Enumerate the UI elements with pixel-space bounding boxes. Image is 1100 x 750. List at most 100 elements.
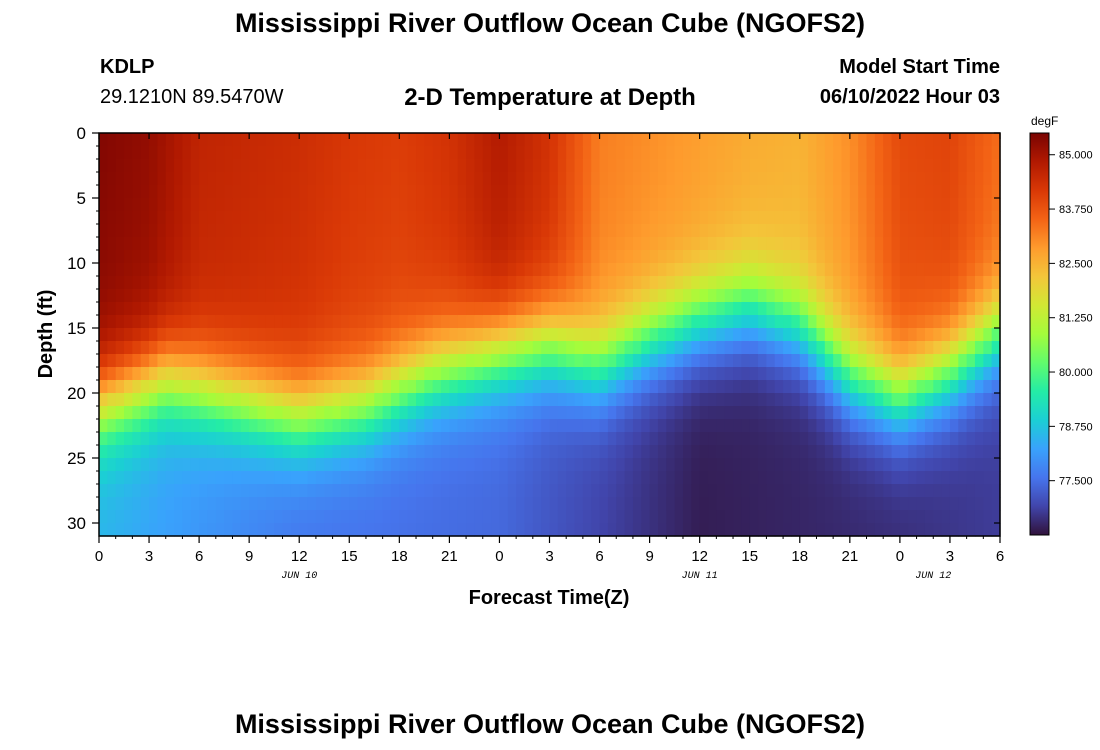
heatmap-cell <box>382 224 392 238</box>
heatmap-cell <box>699 198 709 212</box>
heatmap-cell <box>791 445 801 459</box>
x-tick-label: 0 <box>495 548 503 565</box>
heatmap-cell <box>332 341 342 355</box>
heatmap-cell <box>140 432 150 446</box>
heatmap-cell <box>99 289 108 303</box>
heatmap-cell <box>457 328 467 342</box>
heatmap-cell <box>457 471 467 485</box>
heatmap-cell <box>265 315 275 329</box>
heatmap-cell <box>858 406 868 420</box>
heatmap-cell <box>582 302 592 316</box>
heatmap-cell <box>808 172 818 186</box>
heatmap-cell <box>357 510 367 524</box>
heatmap-cell <box>774 471 784 485</box>
heatmap-cell <box>349 497 359 511</box>
heatmap-cell <box>324 315 334 329</box>
heatmap-cell <box>524 198 534 212</box>
heatmap-cell <box>691 289 701 303</box>
heatmap-cell <box>107 380 117 394</box>
heatmap-cell <box>299 263 309 277</box>
heatmap-cell <box>632 302 642 316</box>
heatmap-cell <box>574 484 584 498</box>
heatmap-cell <box>324 510 334 524</box>
heatmap-cell <box>115 159 125 173</box>
heatmap-cell <box>641 354 651 368</box>
heatmap-cell <box>682 367 692 381</box>
heatmap-cell <box>666 445 676 459</box>
heatmap-cell <box>449 315 459 329</box>
heatmap-cell <box>365 224 375 238</box>
heatmap-cell <box>249 211 259 225</box>
heatmap-cell <box>207 523 217 537</box>
heatmap-cell <box>274 263 284 277</box>
heatmap-cell <box>132 237 142 251</box>
heatmap-cell <box>466 224 476 238</box>
heatmap-cell <box>324 484 334 498</box>
heatmap-cell <box>374 471 384 485</box>
heatmap-cell <box>657 523 667 537</box>
heatmap-cell <box>841 406 851 420</box>
heatmap-cell <box>224 198 234 212</box>
heatmap-cell <box>190 250 200 264</box>
x-tick-label: 3 <box>946 548 954 565</box>
heatmap-cell <box>799 159 809 173</box>
heatmap-cell <box>307 419 317 433</box>
heatmap-cell <box>299 367 309 381</box>
heatmap-cell <box>416 315 425 329</box>
heatmap-cell <box>766 328 776 342</box>
heatmap-cell <box>174 237 184 251</box>
heatmap-cell <box>182 510 192 524</box>
heatmap-cell <box>799 185 809 199</box>
heatmap-cell <box>132 510 142 524</box>
heatmap-cell <box>749 315 759 329</box>
heatmap-cell <box>691 237 701 251</box>
heatmap-cell <box>207 445 217 459</box>
heatmap-cell <box>632 354 642 368</box>
heatmap-cell <box>916 276 926 290</box>
heatmap-cell <box>507 211 517 225</box>
heatmap-cell <box>190 510 200 524</box>
heatmap-cell <box>666 250 676 264</box>
heatmap-cell <box>274 341 284 355</box>
heatmap-cell <box>566 289 576 303</box>
heatmap-cell <box>449 367 459 381</box>
heatmap-cell <box>641 497 651 511</box>
heatmap-cell <box>908 393 918 407</box>
heatmap-cell <box>566 263 576 277</box>
heatmap-cell <box>599 510 609 524</box>
heatmap-cell <box>432 432 442 446</box>
heatmap-cell <box>791 354 801 368</box>
heatmap-cell <box>207 198 217 212</box>
heatmap-cell <box>566 419 576 433</box>
heatmap-cell <box>799 445 809 459</box>
heatmap-cell <box>866 172 876 186</box>
heatmap-cell <box>691 159 701 173</box>
heatmap-cell <box>891 250 901 264</box>
heatmap-cell <box>674 250 684 264</box>
heatmap-cell <box>557 406 567 420</box>
heatmap-cell <box>983 471 993 485</box>
heatmap-cell <box>599 250 609 264</box>
heatmap-cell <box>966 484 976 498</box>
heatmap-cell <box>324 237 334 251</box>
heatmap-cell <box>299 276 309 290</box>
heatmap-cell <box>708 367 717 381</box>
heatmap-cell <box>441 159 450 173</box>
heatmap-cell <box>549 172 559 186</box>
heatmap-cell <box>941 380 951 394</box>
x-axis-ticks: 0 3 6 9 12 15 18 21 0 3 6 9 12 15 18 21 0 3 6 <box>95 133 1004 565</box>
heatmap-cell <box>207 354 217 368</box>
heatmap-cell <box>974 380 984 394</box>
heatmap-cell <box>482 302 492 316</box>
heatmap-cell <box>649 341 659 355</box>
heatmap-cell <box>407 354 417 368</box>
heatmap-cell <box>924 211 934 225</box>
heatmap-cell <box>332 276 342 290</box>
heatmap-cell <box>132 185 142 199</box>
y-tick-label: 15 <box>67 319 86 338</box>
heatmap-cell <box>841 380 851 394</box>
heatmap-cell <box>557 159 567 173</box>
heatmap-cell <box>966 172 976 186</box>
heatmap-cell <box>624 263 634 277</box>
heatmap-cell <box>374 302 384 316</box>
